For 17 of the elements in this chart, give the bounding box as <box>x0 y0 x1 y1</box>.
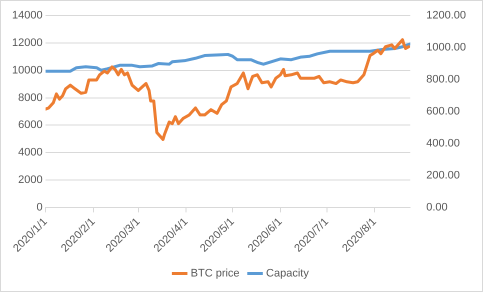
y-tick-label: 8000 <box>18 92 43 104</box>
legend-label: BTC price <box>190 268 240 280</box>
y2-tick-label: 1000.00 <box>426 42 466 54</box>
y-tick-label: 10000 <box>12 64 43 76</box>
y-tick-label: 6000 <box>18 119 43 132</box>
legend-label: Capacity <box>266 268 310 280</box>
y2-tick-label: 400.00 <box>426 137 460 150</box>
y-tick-label: 2000 <box>18 174 43 186</box>
y-tick-label: 14000 <box>12 10 43 22</box>
y2-tick-label: 1200.00 <box>426 10 466 22</box>
y-tick-label: 0 <box>36 201 43 214</box>
y2-tick-label: 0.00 <box>426 201 448 214</box>
y-tick-label: 4000 <box>18 146 43 159</box>
y2-tick-label: 800.00 <box>426 74 460 86</box>
y2-tick-label: 200.00 <box>426 169 460 182</box>
y-tick-label: 12000 <box>12 37 43 50</box>
y2-tick-label: 600.00 <box>426 106 460 118</box>
